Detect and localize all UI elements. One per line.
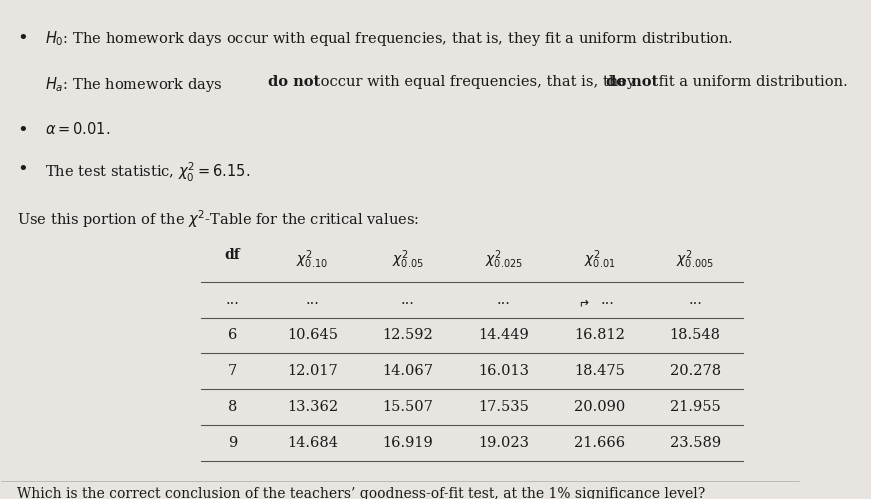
Text: 16.013: 16.013 [478,364,530,378]
Text: ...: ... [496,292,510,307]
Text: 21.955: 21.955 [670,400,720,414]
Text: •: • [17,121,28,139]
Text: do not: do not [605,75,658,89]
Text: Which is the correct conclusion of the teachers’ goodness-of-fit test, at the 1%: Which is the correct conclusion of the t… [17,487,706,499]
Text: $\chi^2_{0.10}$: $\chi^2_{0.10}$ [296,248,328,270]
Text: The test statistic, $\chi_0^2 = 6.15.$: The test statistic, $\chi_0^2 = 6.15.$ [45,161,251,184]
Text: 20.090: 20.090 [574,400,625,414]
Text: 7: 7 [228,364,237,378]
Text: $\chi^2_{0.05}$: $\chi^2_{0.05}$ [392,248,424,270]
Text: 21.666: 21.666 [574,436,625,450]
Text: 18.548: 18.548 [670,328,720,342]
Text: 16.919: 16.919 [382,436,434,450]
Text: fit a uniform distribution.: fit a uniform distribution. [653,75,847,89]
Text: 12.017: 12.017 [287,364,338,378]
Text: 6: 6 [228,328,237,342]
Text: 16.812: 16.812 [574,328,625,342]
Text: •: • [17,29,28,47]
Text: •: • [17,161,28,179]
Text: ...: ... [226,292,240,307]
Text: $\chi^2_{0.01}$: $\chi^2_{0.01}$ [584,248,615,270]
Text: 23.589: 23.589 [670,436,720,450]
Text: 14.067: 14.067 [382,364,434,378]
Text: 20.278: 20.278 [670,364,720,378]
Text: $\chi^2_{0.005}$: $\chi^2_{0.005}$ [676,248,714,270]
Text: $H_0$: The homework days occur with equal frequencies, that is, they fit a unifo: $H_0$: The homework days occur with equa… [45,29,733,48]
Text: ↵: ↵ [578,293,589,306]
Text: ...: ... [688,292,702,307]
Text: df: df [225,248,240,262]
Text: ...: ... [401,292,415,307]
Text: occur with equal frequencies, that is, they: occur with equal frequencies, that is, t… [316,75,640,89]
Text: 10.645: 10.645 [287,328,338,342]
Text: 13.362: 13.362 [287,400,338,414]
Text: 19.023: 19.023 [478,436,530,450]
Text: $\alpha = 0.01.$: $\alpha = 0.01.$ [45,121,111,137]
Text: Use this portion of the $\chi^2$-Table for the critical values:: Use this portion of the $\chi^2$-Table f… [17,208,420,230]
Text: ...: ... [600,292,614,307]
Text: 17.535: 17.535 [478,400,530,414]
Text: $\chi^2_{0.025}$: $\chi^2_{0.025}$ [485,248,523,270]
Text: 15.507: 15.507 [382,400,434,414]
Text: 8: 8 [228,400,237,414]
Text: 14.449: 14.449 [478,328,529,342]
Text: 12.592: 12.592 [382,328,434,342]
Text: ...: ... [306,292,320,307]
Text: do not: do not [267,75,320,89]
Text: 18.475: 18.475 [574,364,625,378]
Text: 9: 9 [228,436,237,450]
Text: 14.684: 14.684 [287,436,338,450]
Text: $H_a$: The homework days: $H_a$: The homework days [45,75,224,94]
